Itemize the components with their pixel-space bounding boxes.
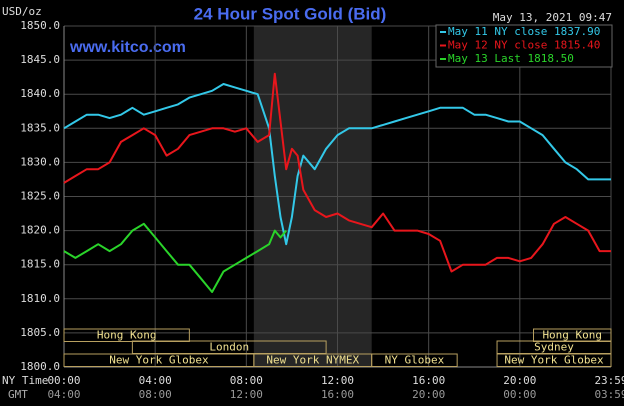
- x2-tick-label: 08:00: [139, 388, 172, 401]
- series-line: [63, 222, 287, 293]
- session-label: New York Globex: [109, 354, 209, 367]
- y-tick-label: 1815.0: [20, 258, 60, 271]
- x-tick-label: 20:00: [503, 374, 536, 387]
- y-tick-label: 1835.0: [20, 121, 60, 134]
- x2-tick-label: 04:00: [47, 388, 80, 401]
- x-axis-label: NY Time: [2, 374, 48, 387]
- y-tick-label: 1810.0: [20, 292, 60, 305]
- legend-label: May 12 NY close 1815.40: [448, 39, 600, 52]
- x-tick-label: 12:00: [321, 374, 354, 387]
- series-line: [63, 83, 611, 246]
- y-tick-label: 1800.0: [20, 360, 60, 373]
- timestamp: May 13, 2021 09:47: [493, 11, 612, 24]
- x-tick-label: 04:00: [139, 374, 172, 387]
- session-label: Hong Kong: [542, 329, 602, 342]
- subtitle: www.kitco.com: [69, 39, 186, 56]
- x-tick-label: 08:00: [230, 374, 263, 387]
- y-tick-label: 1840.0: [20, 87, 60, 100]
- chart-title: 24 Hour Spot Gold (Bid): [194, 4, 387, 23]
- session-label: London: [209, 341, 249, 354]
- x-tick-label: 23:59: [594, 374, 624, 387]
- y-axis-label: USD/oz: [2, 5, 42, 18]
- y-tick-label: 1820.0: [20, 224, 60, 237]
- x2-axis-label: GMT: [8, 388, 28, 401]
- x-tick-label: 16:00: [412, 374, 445, 387]
- legend-box: [435, 24, 613, 68]
- y-tick-label: 1850.0: [20, 19, 60, 32]
- legend-label: May 13 Last 1818.50: [448, 52, 574, 65]
- x2-tick-label: 00:00: [503, 388, 536, 401]
- session-label: New York NYMEX: [266, 354, 359, 367]
- session-box: [371, 353, 458, 367]
- legend-label: May 11 NY close 1837.90: [448, 25, 600, 38]
- x2-tick-label: 12:00: [230, 388, 263, 401]
- y-tick-label: 1830.0: [20, 155, 60, 168]
- session-label: Sydney: [534, 341, 574, 354]
- series-line: [63, 72, 611, 273]
- session-label: NY Globex: [385, 354, 445, 367]
- session-box: [496, 353, 612, 367]
- x2-tick-label: 03:59: [594, 388, 624, 401]
- x2-tick-label: 16:00: [321, 388, 354, 401]
- session-label: Hong Kong: [97, 329, 157, 342]
- y-tick-label: 1825.0: [20, 190, 60, 203]
- x-tick-label: 00:00: [47, 374, 80, 387]
- x2-tick-label: 20:00: [412, 388, 445, 401]
- session-label: New York Globex: [504, 354, 604, 367]
- y-tick-label: 1805.0: [20, 326, 60, 339]
- session-box: [63, 328, 190, 342]
- y-tick-label: 1845.0: [20, 53, 60, 66]
